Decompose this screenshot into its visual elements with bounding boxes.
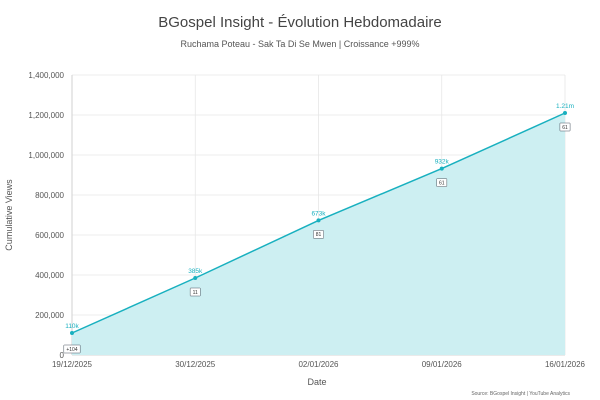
data-point: [70, 331, 74, 335]
y-axis: 0 200,000 400,000 600,000 800,000 1,000,000 1,…: [28, 71, 64, 360]
y-tick-label: 1,000,000: [28, 151, 64, 160]
gain-badge-box: [559, 122, 571, 132]
y-axis-label: Cumulative Views: [4, 179, 14, 251]
point-label: 385k: [188, 268, 203, 275]
gain-badge: +104: [63, 344, 81, 354]
data-point: [193, 276, 198, 280]
series-layer: 110k +104 385k 11 673k 81 932k 61 1.21m 61: [63, 103, 574, 354]
x-tick-label: 09/01/2026: [422, 360, 463, 369]
y-tick-label: 600,000: [35, 231, 64, 240]
point-label: 932k: [435, 159, 450, 166]
y-tick-label: 1,400,000: [28, 71, 64, 80]
x-tick-label: 19/12/2025: [52, 360, 93, 369]
gain-badge-box: [63, 344, 81, 354]
x-tick-label: 30/12/2025: [175, 360, 216, 369]
y-tick-label: 0: [60, 351, 65, 360]
gain-badge-label: 61: [562, 125, 568, 131]
gain-badge-box: [436, 178, 448, 187]
point-label: 1.21m: [556, 103, 574, 110]
gain-badge: 61: [559, 122, 571, 132]
gain-badge-box: [313, 230, 324, 239]
gain-badge-label: 11: [193, 290, 198, 296]
point-label: 110k: [65, 323, 79, 330]
source-note: Source: BGospel Insight | YouTube Analyt…: [471, 391, 570, 397]
x-axis-label: Date: [307, 377, 326, 387]
gain-badge-label: 61: [439, 180, 445, 186]
gain-badge: 81: [313, 230, 324, 239]
gain-badge-box: [189, 287, 201, 297]
data-point: [316, 218, 321, 223]
data-point: [439, 166, 444, 171]
gain-badge-label: 81: [316, 232, 322, 238]
gain-badge: 61: [436, 178, 448, 187]
x-axis: 19/12/2025 30/12/2025 02/01/2026 09/01/2026…: [52, 360, 586, 369]
y-tick-label: 400,000: [35, 271, 64, 280]
y-tick-label: 200,000: [35, 311, 64, 320]
chart-title: BGospel Insight - Évolution Hebdomadaire: [158, 14, 442, 31]
y-tick-label: 1,200,000: [28, 111, 64, 120]
x-tick-label: 16/01/2026: [545, 360, 586, 369]
data-point: [563, 111, 567, 115]
gain-badge-label: +104: [66, 347, 77, 353]
chart-subtitle: Ruchama Poteau - Sak Ta Di Se Mwen | Cro…: [180, 39, 419, 49]
x-tick-label: 02/01/2026: [298, 360, 339, 369]
y-tick-label: 800,000: [35, 191, 64, 200]
point-label: 673k: [311, 210, 326, 217]
gain-badge: 11: [189, 287, 201, 297]
